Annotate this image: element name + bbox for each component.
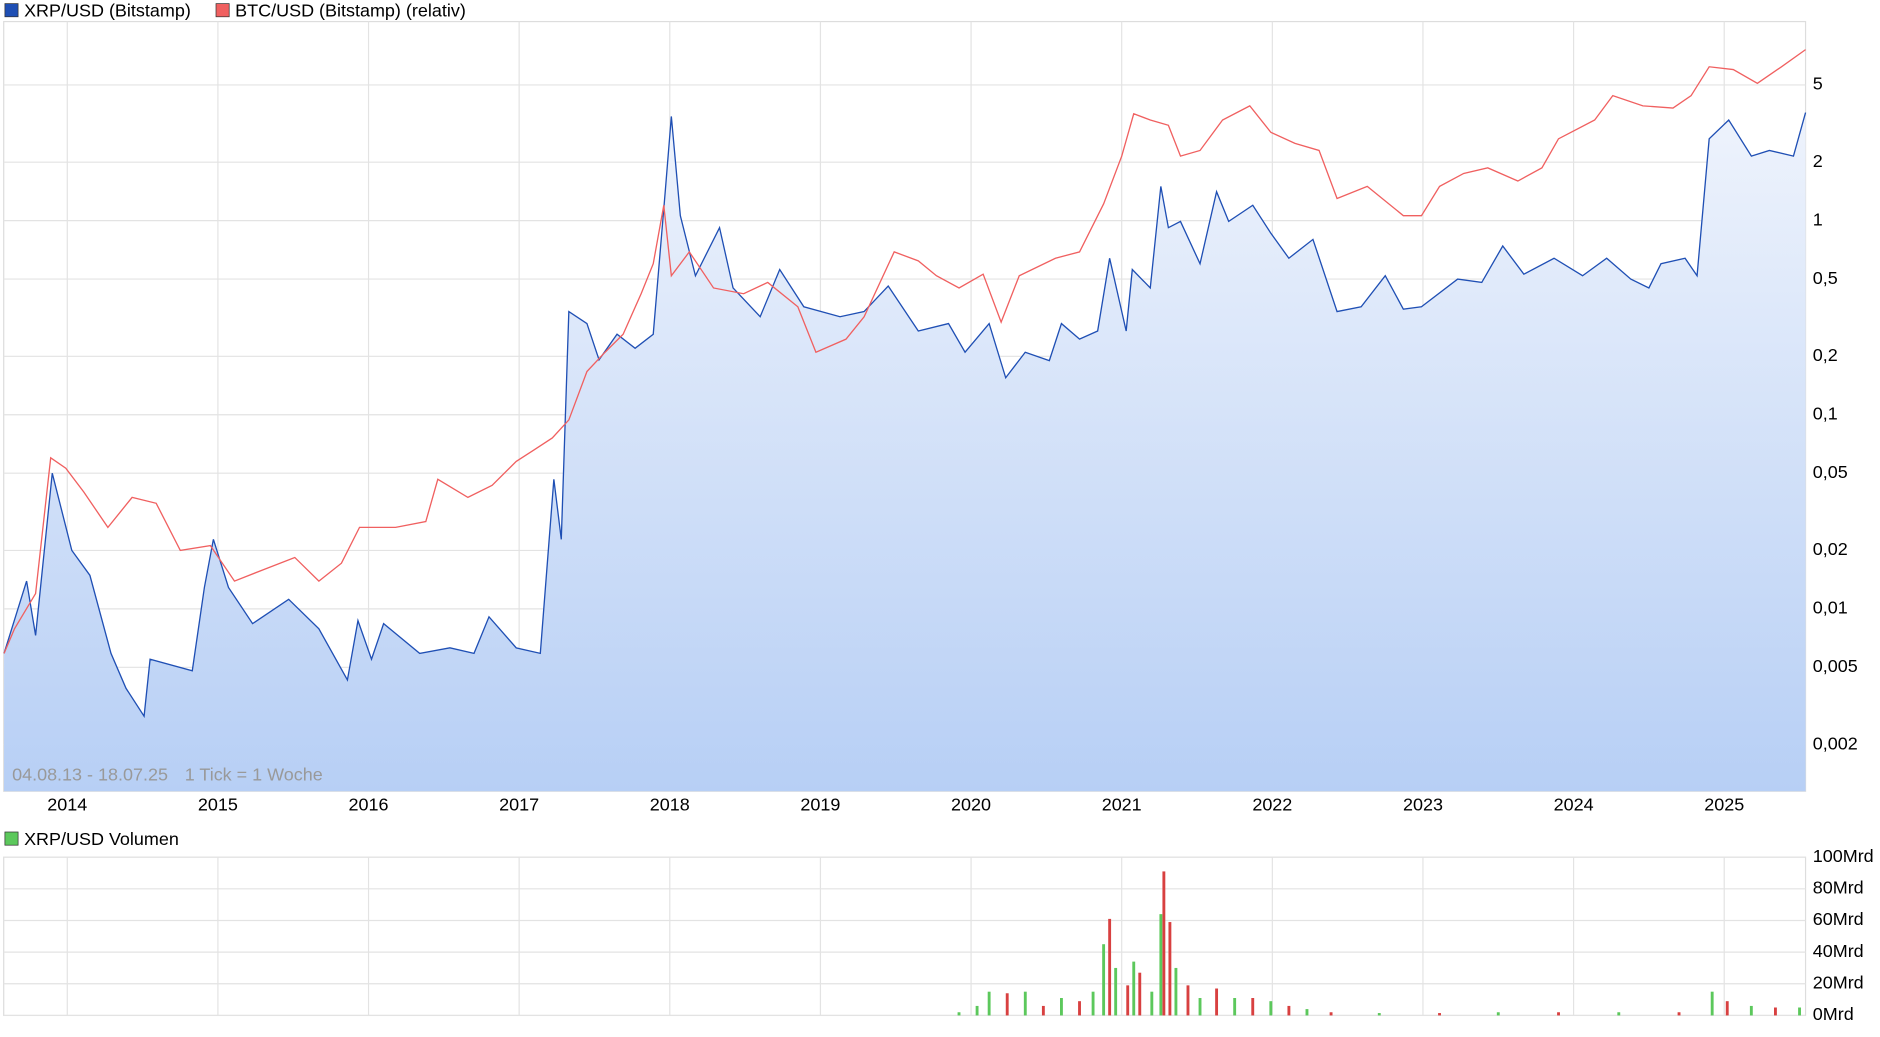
volume-bar xyxy=(1091,991,1095,1016)
volume-bar xyxy=(1060,998,1063,1016)
x-tick-label: 2022 xyxy=(1252,794,1292,814)
x-tick-label: 2025 xyxy=(1704,794,1744,814)
volume-bar xyxy=(1198,998,1202,1016)
volume-bar xyxy=(1377,1013,1381,1016)
volume-bar xyxy=(1078,1001,1081,1016)
y-tick-label: 40Mrd xyxy=(1813,941,1864,961)
volume-bar xyxy=(1005,993,1009,1016)
volume-bar xyxy=(1269,1001,1273,1016)
y-tick-label: 0,02 xyxy=(1813,539,1848,559)
volume-bar xyxy=(1329,1012,1333,1016)
y-tick-label: 0,002 xyxy=(1813,733,1858,753)
volume-bar xyxy=(1132,961,1136,1016)
volume-bar xyxy=(1041,1005,1045,1016)
x-tick-label: 2014 xyxy=(47,794,87,814)
y-tick-label: 0,005 xyxy=(1813,656,1858,676)
volume-bar xyxy=(957,1012,961,1016)
volume-bar xyxy=(1150,991,1154,1016)
note: 04.08.13 - 18.07.25 xyxy=(12,764,168,784)
y-tick-label: 2 xyxy=(1813,151,1823,171)
legend-label: BTC/USD (Bitstamp) (relativ) xyxy=(235,1,466,21)
x-tick-label: 2019 xyxy=(800,794,840,814)
legend-swatch xyxy=(215,3,230,18)
volume-bar xyxy=(1159,914,1163,1016)
volume-bar xyxy=(1710,991,1714,1016)
volume-bar xyxy=(1023,991,1027,1016)
y-tick-label: 0,2 xyxy=(1813,345,1838,365)
volume-bar xyxy=(1496,1012,1500,1016)
legend-swatch xyxy=(4,3,19,18)
volume-bar xyxy=(1138,972,1142,1016)
volume-bar xyxy=(1114,967,1118,1016)
volume-bar xyxy=(1186,985,1190,1016)
volume-bar xyxy=(1438,1013,1441,1016)
volume-bar xyxy=(1617,1012,1621,1016)
volume-bar xyxy=(1215,988,1219,1016)
y-tick-label: 0Mrd xyxy=(1813,1004,1854,1024)
legend-label: XRP/USD (Bitstamp) xyxy=(24,1,191,21)
x-tick-label: 2015 xyxy=(198,794,238,814)
x-tick-label: 2016 xyxy=(349,794,389,814)
volume-bar xyxy=(1168,922,1172,1016)
volume-bar xyxy=(1557,1012,1560,1016)
volume-bar xyxy=(1162,871,1166,1016)
volume-bar xyxy=(1725,1001,1729,1016)
volume-bar xyxy=(1774,1007,1777,1016)
y-tick-label: 5 xyxy=(1813,74,1823,94)
x-tick-label: 2018 xyxy=(650,794,690,814)
note: 1 Tick = 1 Woche xyxy=(185,764,323,784)
y-tick-label: 20Mrd xyxy=(1813,973,1864,993)
y-tick-label: 60Mrd xyxy=(1813,909,1864,929)
line xyxy=(3,49,1806,654)
volume-bar xyxy=(987,991,991,1016)
x-tick-label: 2020 xyxy=(951,794,991,814)
volume-bar xyxy=(1677,1012,1681,1016)
volume-bar xyxy=(1251,998,1255,1016)
legend-swatch xyxy=(4,831,19,846)
volume-bar xyxy=(1102,944,1106,1016)
volume-bar xyxy=(1174,967,1178,1016)
volume-bar xyxy=(1287,1005,1291,1016)
y-tick-label: 0,5 xyxy=(1813,268,1838,288)
y-tick-label: 0,1 xyxy=(1813,404,1838,424)
volume-frame xyxy=(3,856,1807,1017)
x-tick-label: 2023 xyxy=(1403,794,1443,814)
legend-label: XRP/USD Volumen xyxy=(24,829,179,849)
area xyxy=(4,112,1806,792)
volume-bar xyxy=(1108,918,1112,1016)
x-tick-label: 2017 xyxy=(499,794,539,814)
x-tick-label: 2024 xyxy=(1554,794,1594,814)
y-tick-label: 80Mrd xyxy=(1813,878,1864,898)
volume-bar xyxy=(1305,1009,1309,1016)
volume-bar xyxy=(1798,1007,1801,1016)
y-tick-label: 100Mrd xyxy=(1813,846,1874,866)
y-tick-label: 0,05 xyxy=(1813,462,1848,482)
volume-bar xyxy=(1233,998,1237,1016)
y-tick-label: 0,01 xyxy=(1813,598,1848,618)
x-tick-label: 2021 xyxy=(1102,794,1142,814)
line xyxy=(3,112,1807,719)
y-tick-label: 1 xyxy=(1813,209,1823,229)
volume-bar xyxy=(1126,985,1130,1016)
volume-bar xyxy=(1749,1005,1753,1016)
volume-bar xyxy=(975,1005,979,1016)
